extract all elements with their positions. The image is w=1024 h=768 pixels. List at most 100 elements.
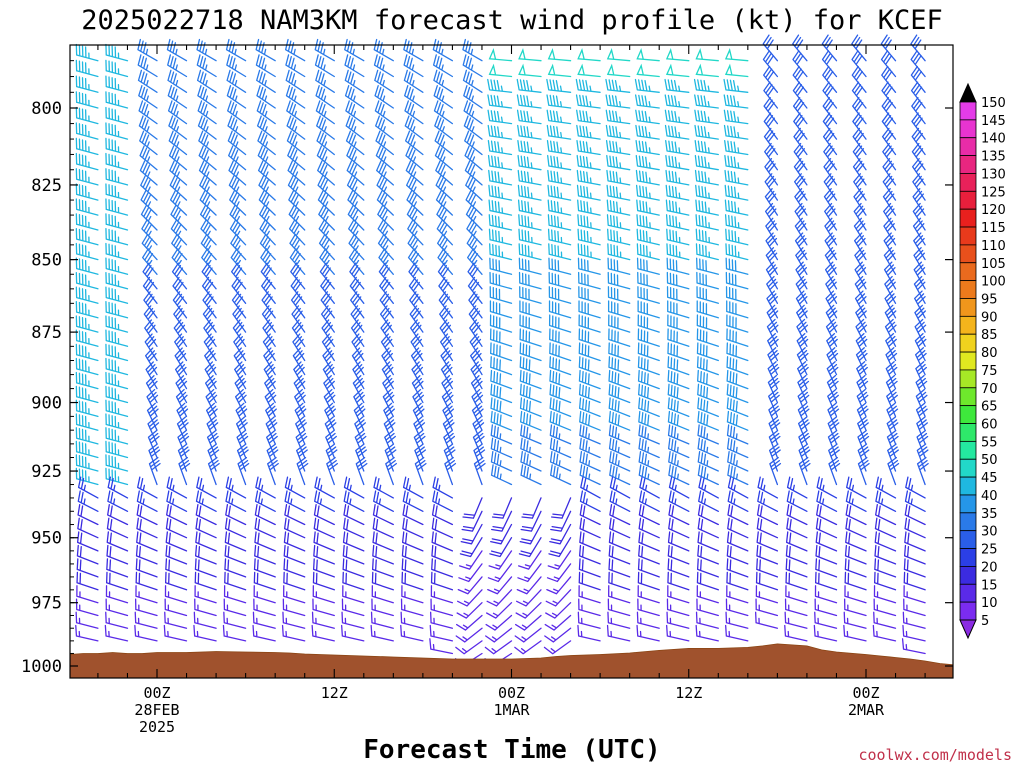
wind-barb	[792, 50, 808, 78]
wind-barb	[724, 63, 749, 78]
wind-barb	[462, 497, 483, 519]
wind-barb	[487, 78, 513, 93]
wind-barb	[605, 78, 631, 93]
wind-barb	[292, 347, 306, 376]
wind-barb	[546, 563, 572, 583]
wind-barb	[343, 503, 365, 526]
wind-barb	[105, 598, 129, 617]
wind-barb	[824, 261, 838, 290]
wind-barb	[578, 558, 601, 578]
wind-barb	[518, 48, 542, 62]
wind-barb	[726, 558, 749, 578]
wind-barb	[351, 333, 365, 362]
wind-barb	[253, 571, 276, 591]
wind-barb	[697, 369, 719, 390]
wind-barb	[378, 248, 394, 275]
wind-barb	[874, 517, 897, 539]
colorbar-label: 50	[981, 453, 998, 468]
wind-barb	[666, 611, 690, 629]
wind-barb	[911, 96, 926, 125]
wind-barb	[204, 347, 217, 376]
wind-barb	[401, 585, 424, 604]
wind-barb	[695, 624, 719, 642]
credit-link[interactable]: coolwx.com/models	[858, 746, 1012, 764]
wind-barb	[843, 611, 867, 629]
wind-barb	[142, 248, 158, 275]
wind-barb	[577, 199, 601, 216]
wind-barb	[548, 286, 572, 304]
wind-barb	[910, 65, 926, 93]
x-tick-label: 00Z	[498, 684, 525, 702]
wind-barb	[726, 383, 749, 404]
wind-barb	[725, 611, 749, 629]
wind-barb	[667, 571, 690, 591]
wind-barb	[227, 100, 247, 125]
wind-barb	[666, 598, 690, 617]
wind-barb	[314, 490, 335, 512]
wind-barb	[401, 571, 424, 591]
wind-barb	[105, 242, 129, 261]
wind-barb	[844, 544, 867, 565]
wind-barb	[792, 65, 808, 93]
wind-barb	[490, 424, 513, 445]
wind-barb	[665, 199, 690, 216]
wind-barb	[198, 160, 217, 186]
wind-barb	[880, 50, 897, 78]
wind-barb	[547, 154, 572, 171]
wind-barb	[341, 624, 365, 642]
wind-barb	[576, 124, 601, 140]
wind-barb	[75, 43, 99, 62]
wind-barb	[320, 276, 335, 304]
wind-barb	[256, 85, 276, 109]
wind-barb	[168, 130, 188, 156]
wind-barb	[814, 571, 838, 591]
wind-barb	[725, 598, 749, 617]
wind-barb	[284, 490, 306, 512]
wind-barb	[289, 248, 306, 275]
wind-barb	[793, 127, 808, 156]
wind-barb	[514, 627, 542, 643]
wind-barb	[142, 262, 158, 290]
wind-barb	[463, 85, 483, 109]
wind-barb	[607, 257, 631, 275]
wind-barb	[667, 383, 690, 404]
wind-barb	[579, 464, 601, 486]
wind-barb	[577, 257, 601, 275]
wind-barb	[667, 397, 690, 418]
wind-barb	[168, 145, 188, 171]
wind-barb	[576, 140, 601, 156]
wind-barb	[105, 59, 129, 78]
wind-barb	[902, 624, 926, 642]
wind-barb	[489, 300, 513, 319]
wind-barb	[764, 142, 779, 171]
wind-barb	[577, 243, 601, 261]
wind-barb	[547, 184, 572, 201]
wind-barb	[485, 627, 513, 643]
wind-barb	[75, 137, 99, 156]
wind-barb	[515, 602, 542, 619]
wind-barb	[814, 598, 838, 617]
wind-barb	[409, 305, 424, 333]
wind-barb	[547, 214, 572, 231]
wind-barb	[638, 503, 660, 526]
wind-barb	[854, 275, 867, 304]
wind-barb	[373, 54, 394, 78]
wind-barb	[694, 169, 719, 186]
wind-barb	[852, 157, 867, 186]
wind-barb	[549, 450, 572, 472]
wind-barb	[230, 248, 247, 275]
wind-barb	[105, 198, 129, 216]
x-tick-label: 28FEB	[134, 701, 179, 719]
y-tick-label: 1000	[21, 657, 62, 677]
wind-barb	[433, 100, 454, 125]
wind-barb	[854, 247, 867, 275]
wind-barb	[608, 450, 631, 472]
wind-barb	[875, 503, 897, 526]
wind-barb	[548, 537, 572, 558]
wind-barb	[696, 314, 719, 333]
wind-barb	[547, 48, 572, 62]
wind-barb	[430, 571, 454, 591]
wind-barb	[696, 286, 719, 304]
wind-barb	[549, 424, 572, 445]
wind-barb	[823, 173, 838, 201]
